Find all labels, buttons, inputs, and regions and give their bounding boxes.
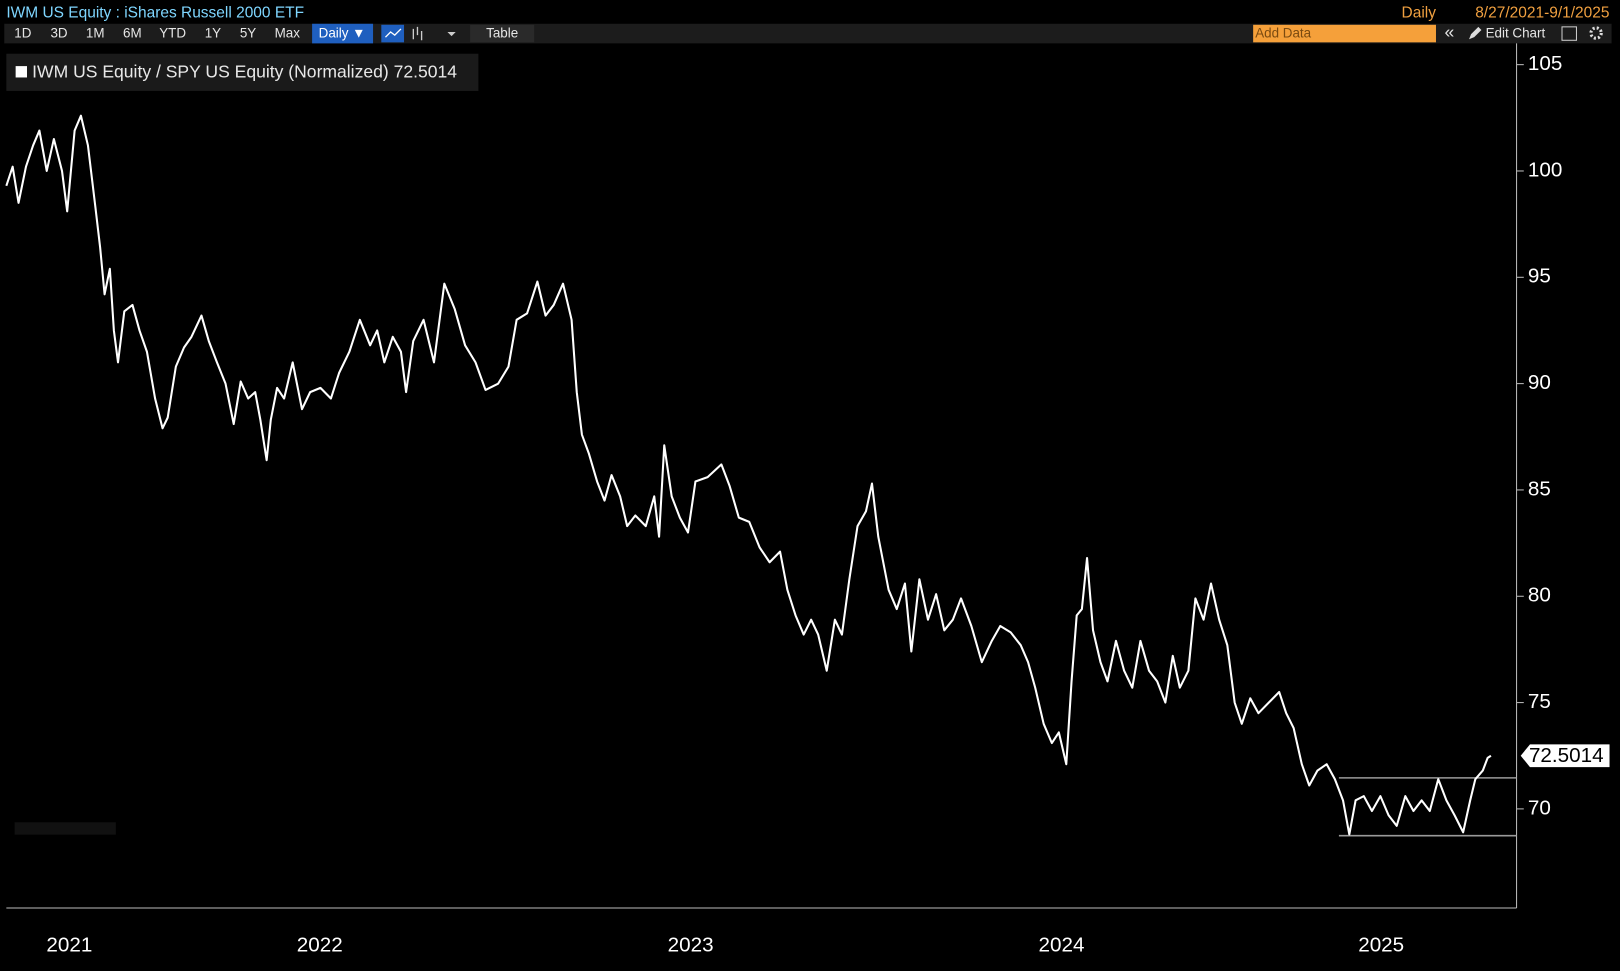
y-tick-label: 85 <box>1528 477 1551 500</box>
x-tick-label: 2021 <box>46 934 92 957</box>
period-button[interactable]: 1M <box>86 26 105 41</box>
y-tick-label: 95 <box>1528 265 1551 288</box>
legend-last-value: 72.5014 <box>394 61 458 81</box>
period-button[interactable]: YTD <box>159 26 186 41</box>
y-tick-label: 90 <box>1528 371 1551 394</box>
frequency-label: Daily <box>1402 5 1437 22</box>
last-value-tag <box>1520 744 1610 768</box>
edit-icon <box>1469 26 1482 40</box>
chart-tools[interactable] <box>14 822 116 835</box>
y-tick-label: 70 <box>1528 796 1551 819</box>
period-button[interactable]: 1D <box>14 26 31 41</box>
collapse-button[interactable]: « <box>1445 22 1455 42</box>
y-tick-label: 100 <box>1528 158 1562 181</box>
add-data-placeholder[interactable]: Add Data <box>1255 26 1311 41</box>
legend-swatch <box>15 66 28 78</box>
period-button[interactable]: 5Y <box>240 26 256 41</box>
dropdown-icon[interactable] <box>447 32 456 37</box>
x-tick-label: 2022 <box>297 934 343 957</box>
last-value-label: 72.5014 <box>1529 744 1604 767</box>
x-tick-label: 2025 <box>1358 934 1404 957</box>
table-button[interactable]: Table <box>486 26 518 41</box>
y-tick-label: 105 <box>1528 52 1562 75</box>
y-tick-label: 75 <box>1528 690 1551 713</box>
plot-area: 70 75 80 85 90 95 100 105 2021 2022 2023 2024 2025 72… <box>5 43 1610 957</box>
period-buttons: 1D 3D 1M 6M YTD 1Y 5Y Max <box>14 26 300 41</box>
x-tick-label: 2023 <box>668 934 714 957</box>
y-tick-label: 80 <box>1528 584 1551 607</box>
legend-box <box>6 53 479 91</box>
period-button[interactable]: Max <box>275 26 301 41</box>
security-title: IWM US Equity : iShares Russell 2000 ETF <box>6 5 304 22</box>
period-button[interactable]: 3D <box>50 26 67 41</box>
edit-chart-button[interactable]: Edit Chart <box>1486 26 1546 41</box>
date-range: 8/27/2021-9/1/2025 <box>1475 5 1609 22</box>
gear-icon[interactable] <box>1589 26 1603 40</box>
bar-chart-icon[interactable] <box>412 26 423 41</box>
settings-icon-a[interactable] <box>1561 26 1577 41</box>
legend-name: IWM US Equity / SPY US Equity (Normalize… <box>32 61 389 81</box>
add-data-field[interactable] <box>1253 24 1436 43</box>
period-button[interactable]: 6M <box>123 26 142 41</box>
line-icon-glyph <box>384 28 402 38</box>
x-tick-label: 2024 <box>1039 934 1085 957</box>
legend-entry: IWM US Equity / SPY US Equity (Normalize… <box>32 61 457 81</box>
frequency-button[interactable]: Daily ▼ <box>319 26 366 41</box>
series-line <box>5 114 1492 836</box>
table-button-bg[interactable] <box>470 24 535 43</box>
period-button[interactable]: 1Y <box>205 26 221 41</box>
frequency-button-bg[interactable] <box>312 23 374 44</box>
toolbar <box>4 23 1612 44</box>
